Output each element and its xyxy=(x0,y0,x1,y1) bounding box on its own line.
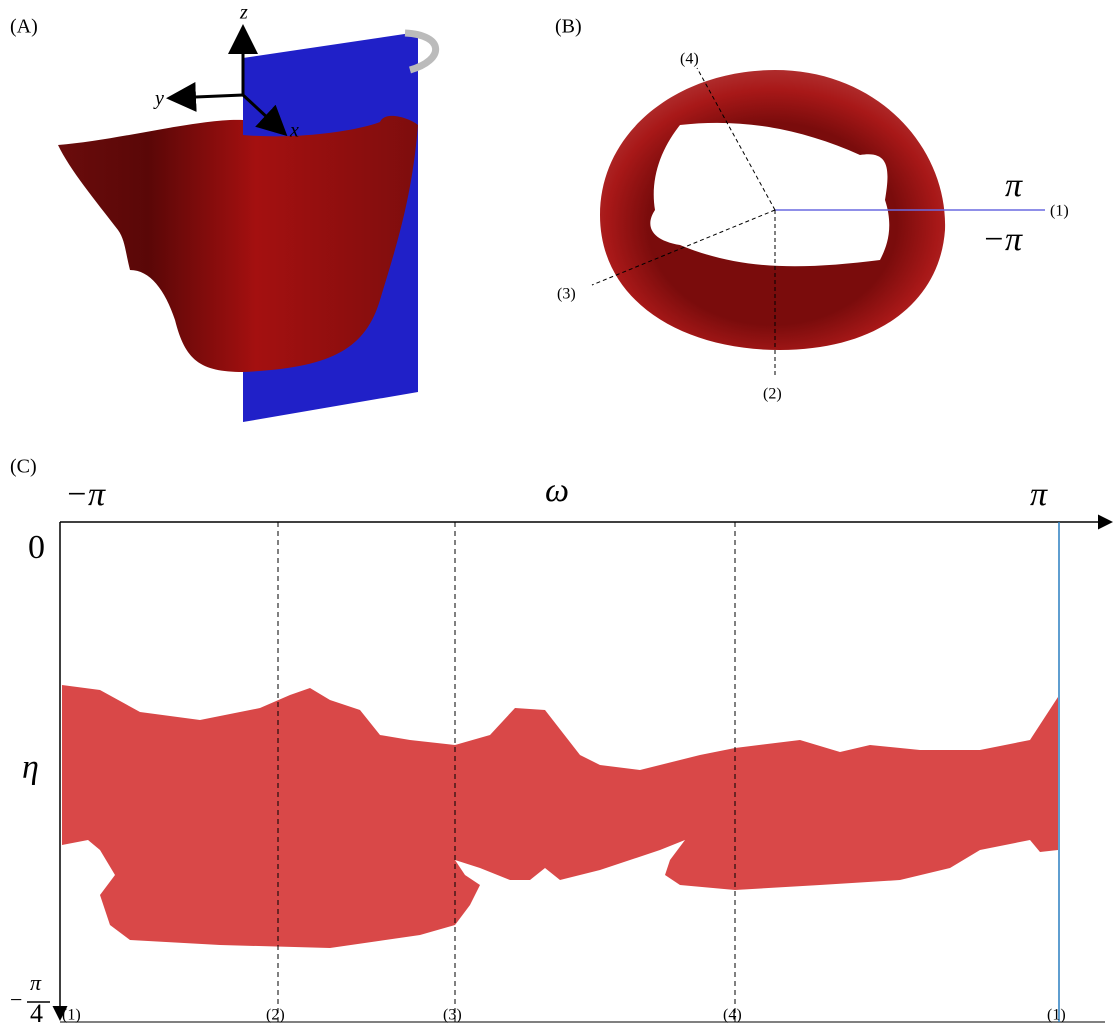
marker-label: (4) xyxy=(723,1007,742,1024)
axis-title: η xyxy=(22,749,39,786)
region xyxy=(62,685,1058,948)
figure: (A) z y x (B) (1) (2) (3) (4) π −π (C) −… xyxy=(0,0,1115,1028)
line-label: (4) xyxy=(680,51,699,68)
axis-end-label: − xyxy=(10,987,22,1012)
axis-arrow xyxy=(172,95,243,98)
axis-end-label: π xyxy=(30,970,42,995)
axis-end-label: 4 xyxy=(30,999,43,1028)
marker-label: (1) xyxy=(62,1007,81,1024)
angle-label: −π xyxy=(982,221,1023,258)
axis-label: y xyxy=(153,88,164,110)
axis-end-label: −π xyxy=(65,476,106,513)
angle-label: π xyxy=(1005,167,1023,204)
line-label: (2) xyxy=(763,386,782,403)
axis-label: x xyxy=(289,120,299,142)
line-label: (3) xyxy=(557,286,576,303)
axis-title: ω xyxy=(545,472,569,509)
panel-label: (C) xyxy=(10,456,37,478)
axis-end-label: 0 xyxy=(28,529,45,566)
axis-label: z xyxy=(239,2,248,24)
panel-label: (A) xyxy=(10,16,38,38)
marker-label: (2) xyxy=(266,1007,285,1024)
panel-label: (B) xyxy=(555,16,582,38)
axis-end-label: π xyxy=(1030,476,1048,513)
marker-label: (1) xyxy=(1047,1007,1066,1024)
marker-label: (3) xyxy=(443,1007,462,1024)
line-label: (1) xyxy=(1050,203,1069,220)
